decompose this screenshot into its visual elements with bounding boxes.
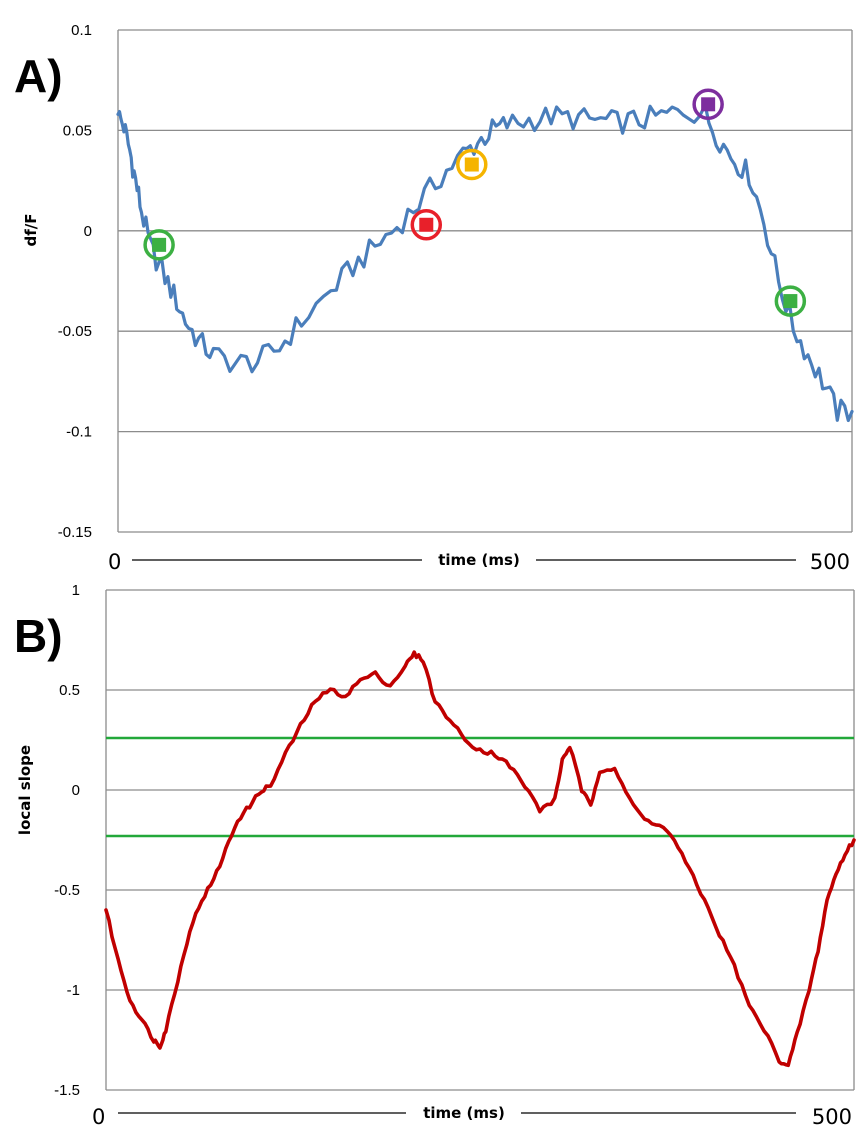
panel-b-y-tick-label: 0	[72, 782, 80, 799]
panel-a-marker-ring	[692, 88, 724, 121]
panel-a-markers	[143, 88, 807, 317]
panel-a-marker-ring	[143, 229, 175, 261]
panel-a-marker-point	[152, 237, 167, 252]
panel-a-marker-point	[464, 157, 479, 172]
panel-a: A) 0.1 0.05 0 -0.05 -0.1 -0.15 df/F 0 time (m…	[14, 22, 854, 574]
panel-b-gridlines	[106, 589, 854, 1091]
panel-b-y-tick-label: 1	[72, 582, 80, 599]
panel-a-marker-ring	[410, 209, 443, 241]
panel-b-series	[104, 650, 856, 1068]
panel-b-y-tick-label: -1	[67, 982, 80, 999]
panel-a-y-ticks: 0.1 0.05 0 -0.05 -0.1 -0.15	[58, 22, 92, 541]
panel-a-marker-ring	[774, 285, 807, 317]
panel-a-series	[116, 103, 854, 423]
panel-a-y-tick-label: 0.05	[63, 122, 92, 139]
panel-b-y-tick-label: 0.5	[59, 682, 80, 699]
panel-a-y-tick-label: 0	[84, 223, 92, 240]
panel-a-x-start-label: 0	[108, 550, 121, 574]
panel-b-y-tick-label: -0.5	[54, 882, 80, 899]
panel-b-label: B)	[14, 610, 63, 662]
panel-b-x-end-label: 500	[812, 1105, 852, 1129]
panel-b-x-start-label: 0	[92, 1105, 105, 1129]
panel-a-y-tick-label: 0.1	[71, 22, 92, 39]
panel-b-thresholds	[106, 736, 854, 838]
panel-a-x-end-label: 500	[810, 550, 850, 574]
panel-b-series-line	[104, 650, 856, 1068]
panel-b-y-ticks: 1 0.5 0 -0.5 -1 -1.5	[54, 582, 80, 1099]
panel-a-marker-point	[701, 97, 716, 112]
panel-a-marker-point	[419, 217, 434, 232]
panel-a-y-axis-label: df/F	[22, 214, 40, 247]
panel-a-series-line	[116, 103, 854, 423]
panel-b-y-tick-label: -1.5	[54, 1082, 80, 1099]
panel-a-y-tick-label: -0.05	[58, 323, 92, 340]
panel-a-label: A)	[14, 50, 63, 102]
panel-b: B) 1 0.5 0 -0.5 -1 -1.5 local slope 0 time (m…	[14, 582, 856, 1129]
panel-b-y-axis-label: local slope	[16, 745, 34, 835]
panel-b-x-axis-label: time (ms)	[423, 1104, 505, 1122]
panel-a-marker-point	[783, 294, 798, 309]
panel-a-y-tick-label: -0.1	[66, 424, 92, 441]
panel-a-y-tick-label: -0.15	[58, 524, 92, 541]
panel-a-x-axis-label: time (ms)	[438, 551, 520, 569]
panel-a-marker-ring	[456, 148, 488, 181]
panel-a-gridlines	[118, 29, 852, 533]
